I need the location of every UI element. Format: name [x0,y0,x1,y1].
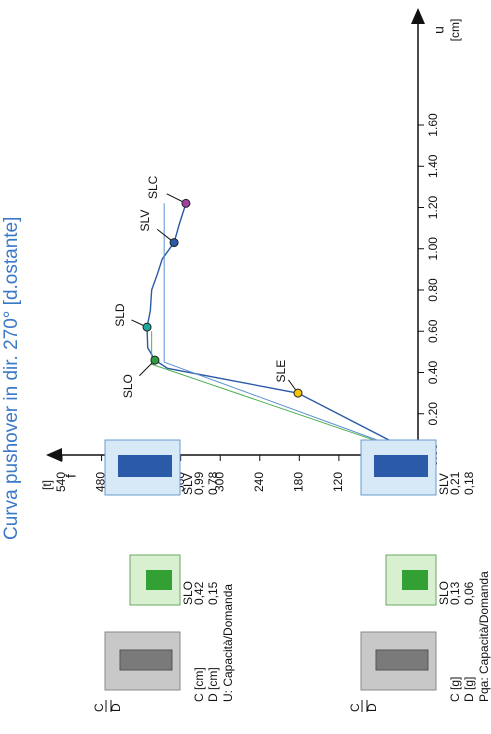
legend-d: D [365,703,379,712]
state-bar [402,570,428,590]
limit-point [142,322,152,332]
group-title: Pqa: Capacità/Domanda [477,571,491,702]
state-d: 0,18 [462,471,476,495]
u-unit: [cm] [448,19,462,42]
u-tick-label: 0.40 [426,360,440,384]
group-title: U: Capacità/Domanda [221,584,235,702]
f-tick-label: 300 [212,472,226,492]
f-arrow [46,448,62,462]
state-name: SLO [437,581,451,605]
state-name: SLO [181,581,195,605]
state-bar [374,455,428,477]
state-name: SLV [181,473,195,495]
u-tick-label: 0.20 [426,402,440,426]
f-tick-label: 180 [292,472,306,492]
f-label: f [63,474,79,478]
state-name: SLV [437,473,451,495]
legend-bar [119,649,173,671]
u-tick-label: 1.40 [426,154,440,178]
limit-point [150,355,160,365]
u-tick-label: 1.00 [426,237,440,261]
u-tick-label: 1.60 [426,113,440,137]
u-tick-label: 0.80 [426,278,440,302]
limit-label: SLC [146,175,160,199]
limit-label: SLE [274,360,288,383]
d-label: D [g] [462,677,476,702]
c-label: C [g] [448,677,462,702]
curve [151,331,419,456]
state-c: 0,13 [448,581,462,605]
chart-title: Curva pushover in dir. 270° [d.ostante] [1,217,22,540]
state-d: 0,78 [206,471,220,495]
state-d: 0,06 [462,581,476,605]
legend-d: D [109,703,123,712]
f-unit: [t] [40,480,54,490]
f-tick-label: 120 [331,472,345,492]
c-label: C [cm] [192,667,206,702]
state-bar [118,455,172,477]
state-c: 0,21 [448,471,462,495]
state-c: 0,42 [192,581,206,605]
limit-point [181,198,191,208]
limit-point [293,388,303,398]
limit-label: SLV [138,210,152,232]
d-label: D [cm] [206,667,220,702]
f-tick-label: 480 [94,472,108,492]
limit-label: SLO [121,374,135,398]
u-tick-label: 0.60 [426,319,440,343]
limit-label: SLD [113,303,127,327]
u-arrow [411,8,425,24]
f-tick-label: 240 [252,472,266,492]
legend-c: C [92,703,106,712]
legend-c: C [348,703,362,712]
state-c: 0,99 [192,471,206,495]
legend-bar [375,649,429,671]
state-d: 0,15 [206,581,220,605]
state-bar [146,570,172,590]
u-tick-label: 1.20 [426,195,440,219]
curve [163,203,419,456]
u-label: u [431,26,447,34]
f-tick-label: 540 [54,472,68,492]
limit-point [169,238,179,248]
